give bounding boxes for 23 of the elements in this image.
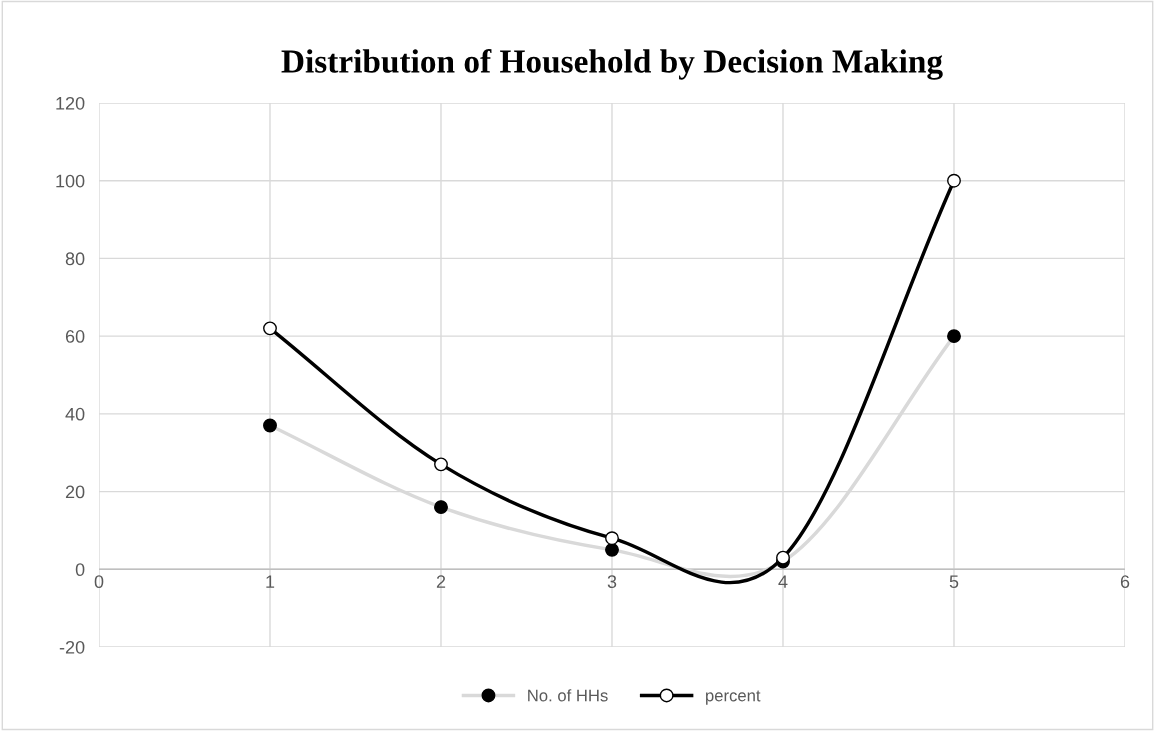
y-tick-label: 120 bbox=[56, 96, 85, 110]
point bbox=[776, 550, 790, 565]
y-tick-label: 0 bbox=[75, 563, 85, 577]
x-tick-label: 0 bbox=[94, 575, 104, 589]
x-tick-label: 1 bbox=[266, 575, 275, 588]
point bbox=[947, 173, 961, 188]
x-tick-label: 4 bbox=[778, 575, 788, 588]
y-tick-label: 100 bbox=[56, 174, 85, 188]
y-tick-label: 60 bbox=[65, 330, 85, 343]
y-tick-label: -20 bbox=[59, 640, 85, 654]
y-tick-label: 80 bbox=[65, 252, 85, 266]
x-tick-label: 5 bbox=[949, 575, 959, 589]
point bbox=[605, 531, 619, 546]
y-tick-label: 20 bbox=[65, 485, 85, 499]
chart-title: Distribution of Household by Decision Making bbox=[281, 48, 943, 80]
x-tick-label: 3 bbox=[607, 575, 617, 589]
legend-label: percent bbox=[706, 690, 761, 705]
point bbox=[263, 321, 277, 336]
x-tick-label: 2 bbox=[436, 575, 446, 588]
point bbox=[434, 457, 448, 472]
y-tick-label: 40 bbox=[65, 407, 85, 421]
x-tick-label: 6 bbox=[1120, 575, 1130, 589]
legend-label: No. of HHs bbox=[528, 689, 608, 702]
